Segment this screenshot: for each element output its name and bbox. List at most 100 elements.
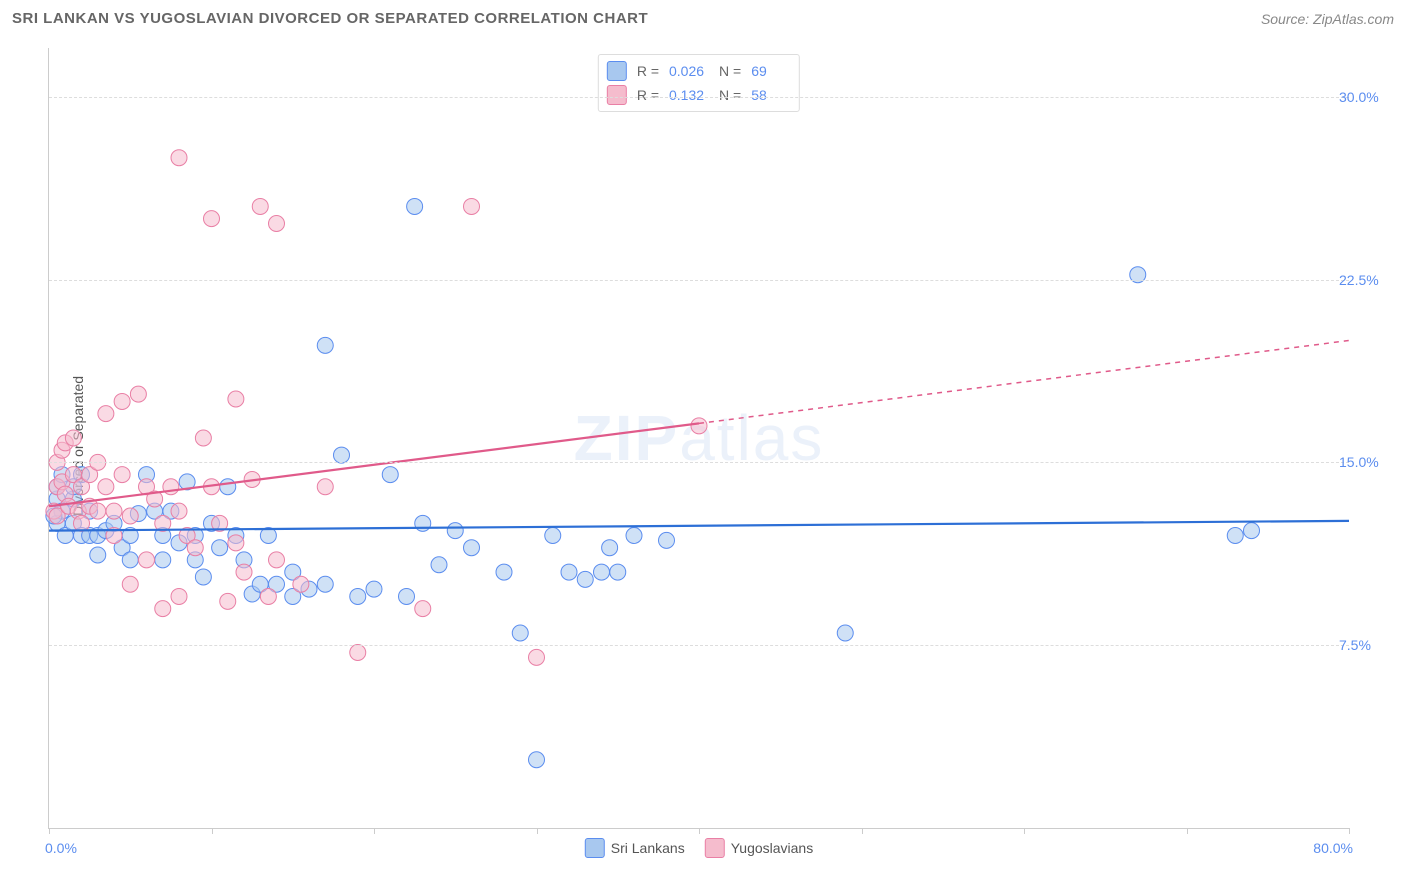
scatter-point — [293, 576, 309, 592]
stat-row-yugoslavians: R = 0.132 N = 58 — [607, 83, 791, 107]
y-tick-label: 7.5% — [1339, 637, 1399, 653]
stat-n-label-2: N = — [719, 87, 741, 103]
swatch-icon — [585, 838, 605, 858]
x-tick — [1024, 828, 1025, 834]
scatter-point — [561, 564, 577, 580]
trend-line — [49, 521, 1349, 531]
scatter-point — [577, 571, 593, 587]
stat-r-label: R = — [637, 63, 659, 79]
scatter-point — [171, 588, 187, 604]
scatter-point — [464, 198, 480, 214]
scatter-point — [90, 503, 106, 519]
x-axis-min-label: 0.0% — [45, 840, 77, 856]
scatter-point — [220, 479, 236, 495]
scatter-point — [545, 528, 561, 544]
series-legend-item-1: Yugoslavians — [705, 838, 814, 858]
stat-row-srilankans: R = 0.026 N = 69 — [607, 59, 791, 83]
scatter-point — [212, 540, 228, 556]
scatter-point — [114, 393, 130, 409]
scatter-point — [447, 523, 463, 539]
scatter-point — [464, 540, 480, 556]
gridline — [49, 97, 1349, 98]
scatter-point — [431, 557, 447, 573]
scatter-point — [269, 552, 285, 568]
scatter-point — [512, 625, 528, 641]
scatter-point — [1244, 523, 1260, 539]
series-legend-label-1: Yugoslavians — [731, 840, 814, 856]
x-tick — [212, 828, 213, 834]
x-axis-max-label: 80.0% — [1313, 840, 1353, 856]
chart-title: SRI LANKAN VS YUGOSLAVIAN DIVORCED OR SE… — [12, 10, 648, 27]
trend-line-extrapolated — [699, 341, 1349, 424]
scatter-point — [171, 503, 187, 519]
scatter-point — [260, 588, 276, 604]
series-legend-item-0: Sri Lankans — [585, 838, 685, 858]
y-tick-label: 15.0% — [1339, 454, 1399, 470]
scatter-point — [106, 503, 122, 519]
series-legend: Sri Lankans Yugoslavians — [585, 838, 813, 858]
scatter-point — [195, 569, 211, 585]
scatter-point — [382, 467, 398, 483]
scatter-point — [220, 593, 236, 609]
swatch-srilankans — [607, 61, 627, 81]
scatter-point — [659, 532, 675, 548]
scatter-point — [407, 198, 423, 214]
scatter-point — [269, 216, 285, 232]
scatter-point — [122, 508, 138, 524]
x-tick — [1187, 828, 1188, 834]
scatter-point — [195, 430, 211, 446]
scatter-point — [98, 479, 114, 495]
scatter-point — [65, 430, 81, 446]
scatter-point — [252, 198, 268, 214]
scatter-point — [415, 601, 431, 617]
scatter-point — [691, 418, 707, 434]
scatter-point — [366, 581, 382, 597]
stat-n-value-1: 58 — [751, 87, 791, 103]
scatter-point — [130, 386, 146, 402]
x-tick — [49, 828, 50, 834]
y-tick-label: 30.0% — [1339, 89, 1399, 105]
x-tick — [699, 828, 700, 834]
scatter-point — [228, 535, 244, 551]
title-bar: SRI LANKAN VS YUGOSLAVIAN DIVORCED OR SE… — [12, 10, 1394, 27]
scatter-point — [350, 588, 366, 604]
chart-svg — [49, 48, 1349, 828]
scatter-point — [317, 337, 333, 353]
scatter-point — [350, 645, 366, 661]
scatter-point — [594, 564, 610, 580]
scatter-point — [317, 479, 333, 495]
x-tick — [1349, 828, 1350, 834]
scatter-point — [626, 528, 642, 544]
scatter-point — [122, 576, 138, 592]
scatter-point — [610, 564, 626, 580]
scatter-point — [204, 211, 220, 227]
scatter-point — [1227, 528, 1243, 544]
scatter-point — [236, 564, 252, 580]
plot-area: ZIPatlas R = 0.026 N = 69 R = 0.132 N = … — [48, 48, 1349, 829]
scatter-point — [317, 576, 333, 592]
x-tick — [374, 828, 375, 834]
scatter-point — [155, 601, 171, 617]
trend-line — [49, 423, 699, 506]
stat-legend: R = 0.026 N = 69 R = 0.132 N = 58 — [598, 54, 800, 112]
x-tick — [862, 828, 863, 834]
gridline — [49, 645, 1349, 646]
scatter-point — [602, 540, 618, 556]
swatch-icon — [705, 838, 725, 858]
scatter-point — [529, 752, 545, 768]
scatter-point — [98, 406, 114, 422]
source-label: Source: ZipAtlas.com — [1261, 11, 1394, 27]
scatter-point — [228, 391, 244, 407]
y-tick-label: 22.5% — [1339, 272, 1399, 288]
scatter-point — [496, 564, 512, 580]
scatter-point — [171, 150, 187, 166]
scatter-point — [155, 552, 171, 568]
stat-r-label-2: R = — [637, 87, 659, 103]
scatter-point — [334, 447, 350, 463]
scatter-point — [139, 552, 155, 568]
scatter-point — [90, 547, 106, 563]
scatter-point — [187, 540, 203, 556]
scatter-point — [74, 515, 90, 531]
scatter-point — [114, 467, 130, 483]
scatter-point — [122, 552, 138, 568]
